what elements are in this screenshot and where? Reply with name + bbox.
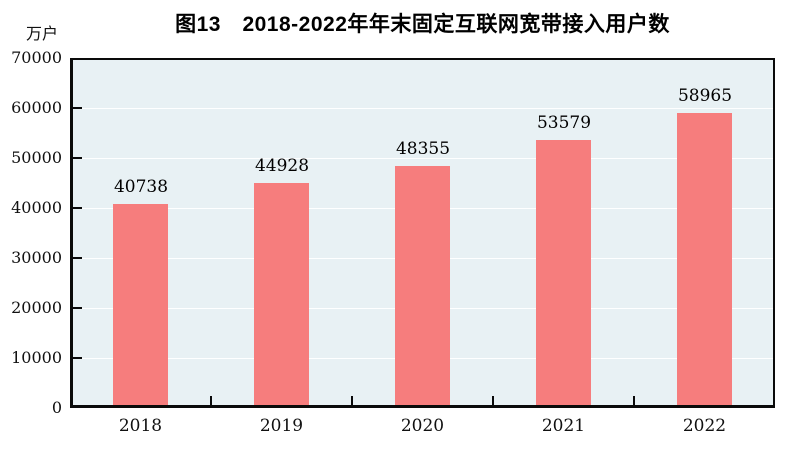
bar-2019 [254,183,309,405]
y-axis-unit-label: 万户 [26,24,59,43]
y-axis-tick [73,257,82,259]
bar-value-label: 44928 [254,156,310,176]
bar-2020 [395,166,450,405]
y-axis-tick [73,107,82,109]
y-axis-tick [73,207,82,209]
x-axis-category-label: 2018 [118,416,163,436]
x-axis-category-label: 2019 [259,416,304,436]
x-axis-category-label: 2021 [541,416,586,436]
y-axis-tick-label: 30000 [11,248,62,267]
bar-2021 [536,140,591,405]
x-axis-tick [210,396,212,405]
bar-value-label: 58965 [677,86,733,106]
y-axis-tick-label: 20000 [11,298,62,317]
bar-2022 [677,113,732,405]
bar-value-label: 48355 [395,139,451,159]
bar-2018 [113,204,168,405]
x-axis-category-label: 2020 [400,416,445,436]
x-axis-tick [492,396,494,405]
chart-title: 图13 2018-2022年年末固定互联网宽带接入用户数 [175,13,670,36]
y-axis-tick-label: 60000 [11,98,62,117]
bar-value-label: 40738 [113,177,169,197]
y-axis-tick-label: 10000 [11,348,62,367]
y-axis-tick-label: 0 [51,398,62,417]
x-axis-tick [351,396,353,405]
y-axis-tick [73,357,82,359]
y-axis-tick-label: 40000 [11,198,62,217]
y-gridline [73,108,773,109]
y-gridline [73,158,773,159]
y-axis-tick-label: 50000 [11,148,62,167]
bar-value-label: 53579 [536,113,592,133]
y-axis-tick [73,157,82,159]
y-axis-tick [73,307,82,309]
x-axis-tick [633,396,635,405]
y-axis-tick-label: 70000 [11,48,62,67]
x-axis-category-label: 2022 [682,416,727,436]
